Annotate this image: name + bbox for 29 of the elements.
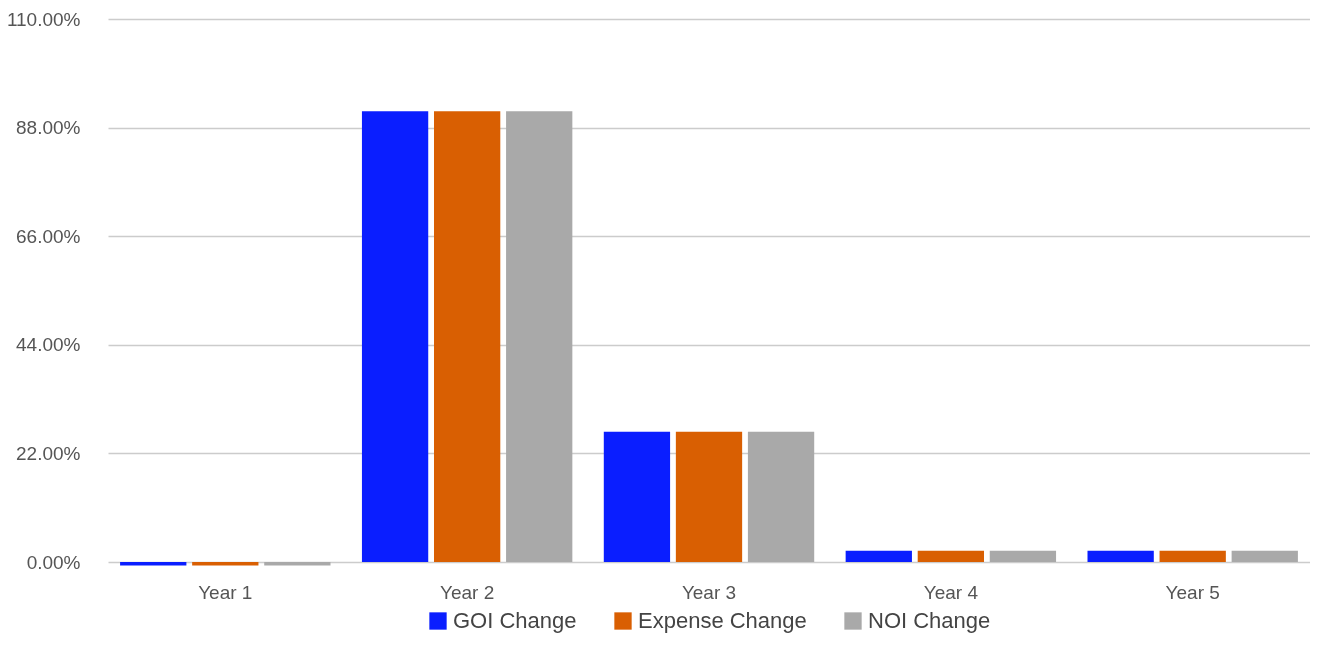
x-tick-label: Year 3 <box>681 581 737 603</box>
bar <box>434 111 501 563</box>
bar <box>747 431 815 563</box>
y-tick-label: 66.00% <box>16 225 81 247</box>
legend-label: NOI Change <box>868 608 991 633</box>
bar <box>1087 550 1154 563</box>
bar <box>192 562 259 566</box>
x-tick-label: Year 1 <box>198 581 253 603</box>
bar <box>361 111 429 563</box>
bar <box>917 550 984 563</box>
x-tick-label: Year 2 <box>440 581 495 603</box>
x-tick-label: Year 4 <box>923 581 979 603</box>
y-tick-label: 110.00% <box>6 8 81 30</box>
bar <box>1159 550 1226 563</box>
y-tick-label: 44.00% <box>16 334 81 356</box>
bar <box>1231 550 1298 563</box>
bar <box>845 550 912 563</box>
bar <box>989 550 1057 563</box>
bar <box>506 111 573 563</box>
bar <box>675 431 743 563</box>
bar <box>603 431 671 563</box>
legend-label: GOI Change <box>453 608 577 633</box>
bar <box>264 562 331 566</box>
y-tick-label: 22.00% <box>16 442 81 464</box>
x-tick-label: Year 5 <box>1165 581 1220 603</box>
y-tick-label: 0.00% <box>26 551 81 573</box>
legend-label: Expense Change <box>638 608 807 633</box>
bar <box>120 562 187 566</box>
y-tick-label: 88.00% <box>16 117 81 139</box>
